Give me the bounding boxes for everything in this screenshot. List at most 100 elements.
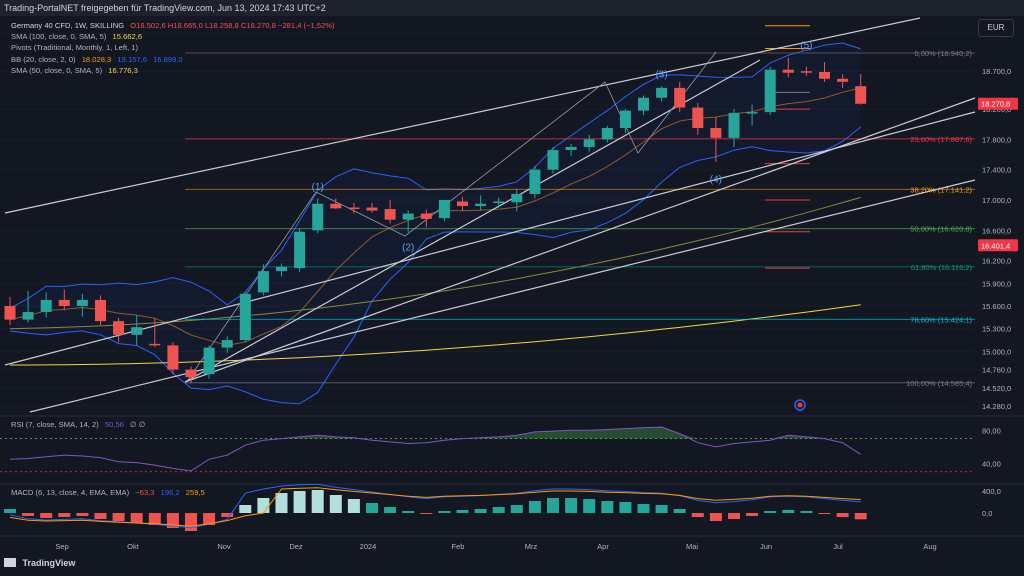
legend-pivots-row[interactable]: Pivots (Traditional, Monthly, 1, Left, 1… [11, 42, 335, 53]
macd-histogram-bar [492, 507, 505, 513]
bb-lower-line [9, 126, 862, 405]
candle-body [203, 347, 215, 375]
time-tick-label: Jul [833, 542, 843, 551]
rsi-label: RSI (7, close, SMA, 14, 2) [11, 420, 99, 429]
macd-histogram-bar [746, 513, 759, 516]
time-tick-label: Nov [217, 542, 231, 551]
candle-body [638, 97, 649, 111]
candle-body [710, 128, 722, 138]
time-axis: Sep Okt Nov Dez 2024 Feb Mrz Apr Mai Jun Jul Aug [55, 542, 936, 551]
wave-label: (2) [402, 243, 414, 254]
grid-layer [0, 32, 1024, 537]
price-label-text: 18.270,8 [981, 100, 1010, 109]
candle-body [113, 321, 125, 335]
candle-body [855, 86, 867, 104]
time-tick-label: Feb [452, 542, 465, 551]
price-tick-label: 18.700,0 [982, 67, 1011, 76]
macd-value-3: 259,5 [185, 488, 205, 497]
legend-sma100-row[interactable]: SMA (100, close, 0, SMA, 5) 15.662,6 [11, 31, 335, 42]
candle-body [348, 207, 360, 210]
rsi-pane: 80,00 40,00 [0, 426, 1001, 473]
macd-histogram-bar [384, 507, 397, 513]
fib-label: 50,00% (16.620,8) [910, 225, 972, 234]
price-label-box [978, 239, 1018, 252]
alert-icon-dot [797, 402, 803, 408]
footer-brand: TradingView [22, 558, 76, 568]
macd-histogram-bar [166, 513, 179, 528]
macd-histogram-bar [528, 501, 541, 513]
trendline [184, 59, 761, 383]
candle-body [819, 71, 830, 79]
macd-histogram-bar [311, 490, 324, 513]
candle-body [384, 209, 396, 220]
candle-body [619, 110, 631, 129]
fib-label: 23,60% (17.807,6) [910, 135, 972, 144]
candle-body [420, 213, 432, 219]
time-tick-label: Jun [760, 542, 772, 551]
price-tick-label: 17.400,0 [982, 166, 1011, 175]
time-tick-label: Okt [127, 542, 140, 551]
wave-label: (3) [655, 69, 667, 80]
candle-body [167, 345, 179, 370]
macd-signal-line [9, 487, 861, 527]
symbol-label: Germany 40 CFD, 1W, SKILLING [11, 21, 125, 30]
elliott-wave-labels: (1) (2) (3) (4) (5) [312, 41, 813, 411]
macd-legend[interactable]: MACD (6, 13, close, 4, EMA, EMA) −63,3 1… [11, 488, 205, 497]
wave-label: (1) [312, 182, 324, 193]
rsi-legend[interactable]: RSI (7, close, SMA, 14, 2) 50,56 ∅ ∅ [11, 420, 145, 429]
candle-body [76, 299, 88, 306]
price-tick-label: 16.600,0 [982, 226, 1011, 235]
ohlc-values: O18.502,6 H18.665,0 L18.258,8 C18.270,8 … [130, 21, 335, 30]
macd-histogram-bar [275, 493, 288, 513]
tradingview-logo[interactable]: TradingView [4, 558, 75, 568]
trendline [4, 111, 976, 366]
time-tick-label: Sep [55, 542, 68, 551]
macd-histogram-bar [112, 513, 125, 521]
macd-histogram-bar [94, 513, 107, 519]
sma100-label: SMA (100, close, 0, SMA, 5) [11, 32, 107, 42]
trendline [184, 97, 976, 383]
macd-histogram-bar [4, 509, 16, 513]
macd-histogram-bar [583, 499, 596, 513]
macd-histogram-bar [637, 504, 650, 513]
rsi-tick-label: 80,00 [982, 426, 1001, 435]
candle-body [294, 231, 306, 269]
candle-body [22, 312, 34, 320]
macd-histogram-bar [510, 505, 523, 513]
candle-body [746, 112, 758, 114]
time-tick-label: Mai [686, 542, 698, 551]
macd-pane: 400,0 0,0 [4, 483, 1001, 531]
candle-body [402, 213, 414, 220]
fib-label: 78,60% (15.424,1) [910, 315, 972, 324]
rsi-overbought-fill [10, 427, 861, 439]
macd-tick-label: 0,0 [982, 509, 992, 518]
macd-histogram-bar [438, 511, 451, 513]
sma50-label: SMA (50, close, 0, SMA, 5) [11, 65, 103, 75]
candle-body [4, 305, 16, 320]
bollinger-bands [9, 42, 862, 405]
candle-body [837, 78, 849, 82]
legend-bb-row[interactable]: BB (20, close, 2, 0) 18.028,3 19.157,6 1… [11, 54, 335, 65]
currency-button[interactable]: EUR [978, 19, 1014, 37]
macd-value-1: −63,3 [135, 488, 155, 497]
candle-body [438, 199, 450, 219]
macd-histogram-bar [854, 513, 867, 520]
legend-sma50-row[interactable]: SMA (50, close, 0, SMA, 5) 16.776,3 [11, 65, 335, 76]
time-tick-label: Aug [923, 542, 936, 551]
legend-symbol-row[interactable]: Germany 40 CFD, 1W, SKILLING O18.502,6 H… [11, 20, 335, 31]
candle-body [728, 112, 740, 138]
tv-logo-icon [4, 558, 16, 567]
candle-body [366, 207, 378, 211]
price-tick-label: 15.300,0 [982, 325, 1011, 334]
fib-label: 61,80% (16.116,2) [911, 263, 973, 272]
sma100-line [10, 304, 861, 366]
macd-histogram-bar [456, 510, 469, 513]
bb-upper-value: 19.157,6 [117, 54, 147, 64]
sma50-value: 16.776,3 [108, 65, 138, 75]
candle-body [131, 327, 143, 335]
price-tick-label: 15.000,0 [982, 347, 1011, 356]
macd-histogram-bar [474, 509, 487, 513]
bb-lower-value: 16.899,0 [153, 54, 183, 64]
price-tick-label: 17.000,0 [982, 196, 1011, 205]
